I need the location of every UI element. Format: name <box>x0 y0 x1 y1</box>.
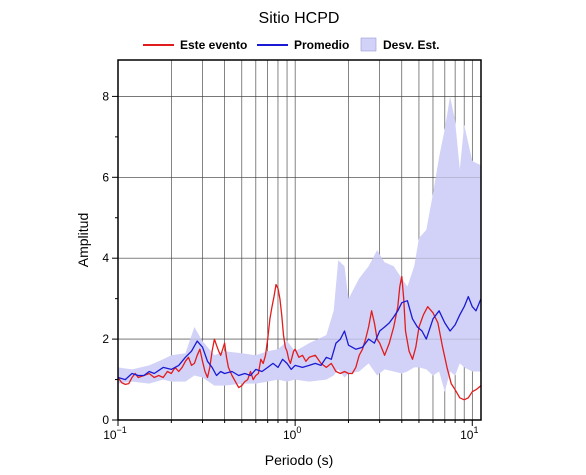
y-axis-label: Amplitud <box>75 213 91 267</box>
y-tick-label: 4 <box>102 251 109 265</box>
series-line-este-evento <box>118 275 481 401</box>
series-lines-layer <box>118 275 481 401</box>
legend-label-este-evento: Este evento <box>180 38 247 52</box>
y-tick-label: 2 <box>102 332 109 346</box>
chart-title: Sitio HCPD <box>259 10 340 27</box>
legend-label-promedio: Promedio <box>294 38 349 52</box>
legend: Este evento Promedio Desv. Est. <box>143 37 439 52</box>
x-tick-label: 101 <box>460 425 478 442</box>
y-tick-label: 6 <box>102 170 109 184</box>
std-band-layer <box>118 96 481 392</box>
x-tick-label: 10−1 <box>103 425 127 442</box>
plot-frame <box>117 59 482 421</box>
legend-swatch-desv-est- <box>360 37 377 52</box>
y-tick-label: 8 <box>102 89 109 103</box>
std-band <box>118 96 481 392</box>
x-axis-label: Periodo (s) <box>265 452 333 468</box>
series-line-promedio <box>118 295 481 381</box>
x-tick-label: 100 <box>283 425 301 442</box>
axis-ticks: 0 2 4 6 8 10−1 100 101 <box>102 89 478 442</box>
grid-overlay <box>118 96 481 340</box>
y-tick-label: 0 <box>102 413 109 427</box>
legend-label-desv-est-: Desv. Est. <box>383 38 439 52</box>
